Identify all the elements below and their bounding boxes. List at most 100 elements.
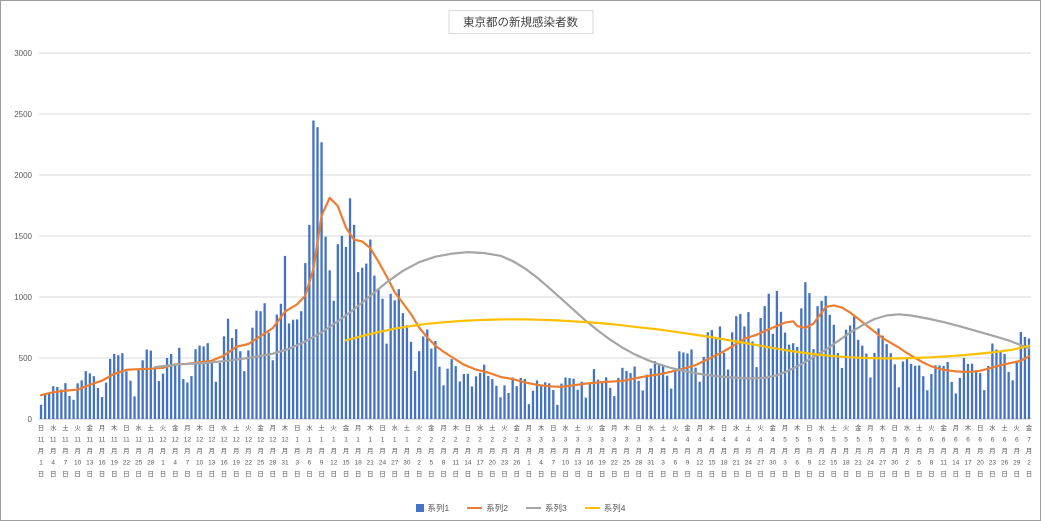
x-tick-label: 月: [465, 447, 472, 455]
bar-series1: [104, 382, 108, 419]
x-tick-label: 2: [515, 437, 519, 444]
legend-label-series1: 系列1: [427, 503, 450, 513]
x-tick-label: 1: [381, 437, 385, 444]
x-tick-label: 日: [782, 470, 789, 478]
x-tick-label: 日: [611, 470, 618, 478]
x-tick-label: 14: [464, 460, 472, 467]
bar-series1: [617, 377, 620, 419]
bar-series1: [438, 366, 441, 419]
bar-series1: [352, 224, 356, 419]
x-tick-label: 12: [172, 437, 180, 444]
x-tick-label: 月: [306, 447, 313, 455]
bar-series1: [271, 360, 274, 419]
x-tick-label: 13: [86, 460, 94, 467]
line-series-2: [39, 196, 1031, 397]
x-tick-label: 1: [393, 437, 397, 444]
x-tick-label: 月: [184, 447, 191, 455]
x-tick-label: 月: [965, 447, 972, 455]
x-tick-label: 月: [782, 447, 789, 455]
x-tick-label: 月: [440, 447, 447, 455]
x-tick-label: 11: [62, 437, 69, 444]
bar-series1: [96, 387, 100, 419]
x-tick-label: 日: [111, 470, 118, 478]
x-tick-label: 22: [245, 460, 253, 467]
x-tick-label: 30: [769, 460, 777, 467]
x-tick-label: 2: [417, 437, 421, 444]
x-tick-label: 2: [466, 437, 470, 444]
bar-series1: [405, 325, 409, 419]
x-tick-label: 9: [808, 460, 812, 467]
x-tick-label: 18: [842, 460, 850, 467]
x-tick-label: 火: [587, 425, 594, 432]
x-tick-label: 12: [184, 437, 192, 444]
x-tick-label: 月: [501, 447, 508, 455]
x-tick-label: 木: [196, 423, 203, 432]
bar-series1: [68, 395, 71, 419]
bar-series1: [665, 375, 669, 419]
x-tick-label: 27: [757, 460, 765, 467]
bar-series1: [80, 380, 83, 419]
x-tick-label: 6: [1003, 437, 1007, 444]
bar-series1: [291, 319, 295, 419]
x-tick-label: 4: [173, 460, 177, 467]
bar-series1: [308, 224, 311, 419]
line-series-4: [344, 318, 1031, 360]
x-tick-label: 月: [196, 447, 203, 455]
x-tick-label: 日: [916, 470, 923, 478]
bar-series1: [409, 341, 413, 419]
x-tick-label: 8: [930, 460, 934, 467]
x-tick-label: 日: [538, 470, 545, 478]
x-tick-label: 月: [367, 447, 374, 455]
y-tick-label: 2000: [14, 171, 32, 180]
bar-series1: [824, 295, 827, 419]
x-tick-label: 月: [1014, 447, 1021, 455]
bar-series1: [426, 329, 429, 419]
x-tick-label: 月: [233, 447, 240, 455]
x-tick-label: 土: [233, 423, 240, 432]
bar-series1: [950, 381, 953, 419]
bar-series1: [454, 366, 457, 419]
bar-series1: [942, 365, 945, 419]
x-tick-label: 日: [770, 470, 777, 478]
bar-series1: [649, 368, 653, 419]
x-tick-label: 金: [343, 423, 350, 432]
bar-series1: [361, 267, 364, 419]
bar-series1: [320, 142, 323, 420]
x-tick-label: 11: [147, 437, 154, 444]
bar-series1: [698, 381, 701, 419]
x-tick-label: 13: [208, 460, 216, 467]
x-tick-label: 火: [672, 425, 679, 432]
x-tick-label: 火: [245, 425, 252, 432]
x-tick-label: 金: [87, 423, 94, 432]
x-tick-label: 4: [698, 437, 702, 444]
x-tick-label: 月: [782, 424, 789, 432]
bar-series1: [792, 343, 795, 419]
bar-series1: [568, 378, 571, 419]
x-tick-label: 火: [74, 425, 81, 432]
bar-series1: [487, 375, 490, 419]
x-tick-label: 金: [428, 423, 435, 432]
legend-item-series2[interactable]: 系列2: [467, 502, 508, 514]
x-tick-label: 日: [428, 470, 435, 478]
bar-series1: [369, 239, 372, 419]
x-tick-label: 月: [428, 447, 435, 455]
legend-item-series3[interactable]: 系列3: [526, 502, 567, 514]
x-tick-label: 日: [989, 470, 996, 478]
x-tick-label: 16: [586, 460, 594, 467]
x-tick-label: 月: [635, 447, 642, 455]
x-tick-label: 10: [74, 460, 82, 467]
bar-series1: [592, 369, 596, 419]
x-tick-label: 16: [98, 460, 106, 467]
bar-series1: [113, 353, 116, 419]
legend-item-series4[interactable]: 系列4: [584, 502, 626, 514]
y-tick-label: 2500: [14, 110, 32, 119]
bar-series1: [552, 390, 555, 419]
x-tick-label: 17: [476, 460, 484, 467]
x-tick-label: 12: [159, 437, 167, 444]
bar-series1: [243, 371, 246, 419]
x-tick-label: 月: [611, 424, 618, 432]
legend-item-series1[interactable]: 系列1: [415, 502, 450, 514]
x-tick-label: 金: [172, 423, 179, 432]
legend-label-series4: 系列4: [603, 503, 626, 513]
